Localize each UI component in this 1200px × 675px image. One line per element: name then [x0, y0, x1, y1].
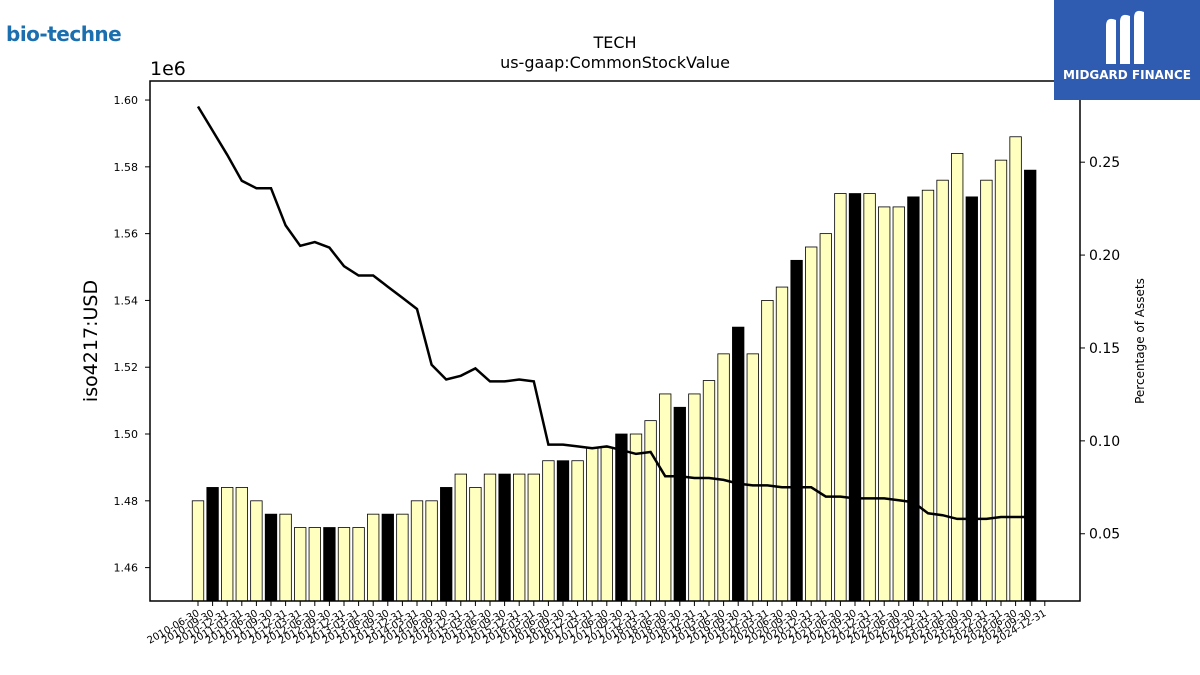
bar: [498, 473, 511, 602]
bar: [191, 500, 205, 602]
bar: [702, 380, 716, 602]
bar: [323, 527, 336, 602]
y2-tick-label: 0.25: [1089, 155, 1120, 171]
bar: [892, 206, 905, 602]
y-tick-label: 1.48: [114, 495, 139, 508]
bar: [732, 326, 745, 602]
bar: [746, 353, 759, 602]
bar: [805, 246, 818, 602]
line-group: [196, 105, 1031, 521]
bar: [951, 153, 964, 602]
bar: [775, 286, 789, 602]
bar: [688, 393, 701, 602]
bar: [586, 446, 599, 602]
bar: [469, 487, 482, 602]
y-tick-label: 1.58: [114, 161, 139, 174]
y-ticks-group: 1.46 1.48 1.50 1.52 1.54 1.56 1.58 1.60: [114, 94, 150, 575]
x-ticks-group: 2010-06-302010-09-302010-12-312011-03-31…: [146, 601, 1048, 647]
bars-group: [191, 136, 1037, 602]
y2-tick-label: 0.20: [1089, 248, 1120, 264]
bar: [264, 513, 278, 602]
chart-subtitle: us-gaap:CommonStockValue: [500, 53, 730, 72]
bar: [848, 193, 862, 602]
bar: [410, 500, 424, 602]
bar: [644, 420, 657, 602]
bar: [834, 193, 847, 602]
bar: [513, 473, 526, 602]
bar: [571, 460, 584, 602]
bar: [878, 206, 891, 602]
bar: [629, 433, 643, 602]
bar: [673, 406, 686, 602]
bar: [1024, 169, 1037, 602]
bar: [994, 159, 1008, 602]
bar: [556, 460, 570, 602]
bar: [542, 460, 555, 602]
bar: [396, 513, 409, 602]
bar: [454, 473, 467, 602]
y-tick-label: 1.56: [114, 228, 139, 241]
y2-tick-label: 0.10: [1089, 434, 1120, 450]
bar: [921, 189, 935, 602]
bar: [250, 500, 263, 602]
bar: [907, 196, 920, 602]
bar: [717, 353, 730, 602]
bar: [440, 487, 453, 602]
bar: [1009, 136, 1022, 602]
bar: [790, 259, 803, 602]
y-tick-label: 1.54: [114, 294, 139, 307]
bar: [425, 500, 438, 602]
midgard-mark-icon: [1106, 10, 1144, 64]
y2-axis-label: Percentage of Assets: [1133, 278, 1147, 404]
y-offset-label: 1e6: [150, 58, 186, 80]
bar: [221, 487, 234, 602]
bar: [863, 193, 876, 602]
bar: [761, 300, 774, 602]
y-tick-label: 1.52: [114, 361, 139, 374]
bar: [206, 487, 219, 602]
y-tick-label: 1.50: [114, 428, 139, 441]
midgard-finance-logo: MIDGARD FINANCE: [1054, 0, 1200, 100]
bar: [367, 513, 380, 602]
y2-tick-label: 0.15: [1089, 341, 1120, 357]
bar: [483, 473, 497, 602]
midgard-finance-text: MIDGARD FINANCE: [1063, 68, 1191, 82]
bar: [819, 233, 832, 602]
percentage-line: [196, 105, 1031, 521]
bar: [659, 393, 672, 602]
bar: [352, 527, 365, 602]
y-axis-label: iso4217:USD: [80, 280, 102, 402]
bar: [965, 196, 978, 602]
bar: [381, 513, 394, 602]
bar: [294, 527, 307, 602]
bar: [936, 179, 949, 602]
y2-tick-label: 0.05: [1089, 527, 1120, 543]
plot-frame: [149, 80, 1081, 602]
bar: [527, 473, 540, 602]
bar: [600, 446, 613, 602]
y2-ticks-group: 0.05 0.10 0.15 0.20 0.25: [1080, 155, 1120, 543]
bar: [980, 179, 993, 602]
chart-title: TECH: [592, 33, 636, 52]
company-logo: bio-techne: [6, 22, 122, 46]
bar: [337, 527, 351, 602]
bar: [279, 513, 292, 602]
bar: [308, 527, 321, 602]
y-tick-label: 1.46: [114, 562, 139, 575]
bar: [235, 487, 248, 602]
bar: [615, 433, 628, 602]
y-tick-label: 1.60: [114, 94, 139, 107]
